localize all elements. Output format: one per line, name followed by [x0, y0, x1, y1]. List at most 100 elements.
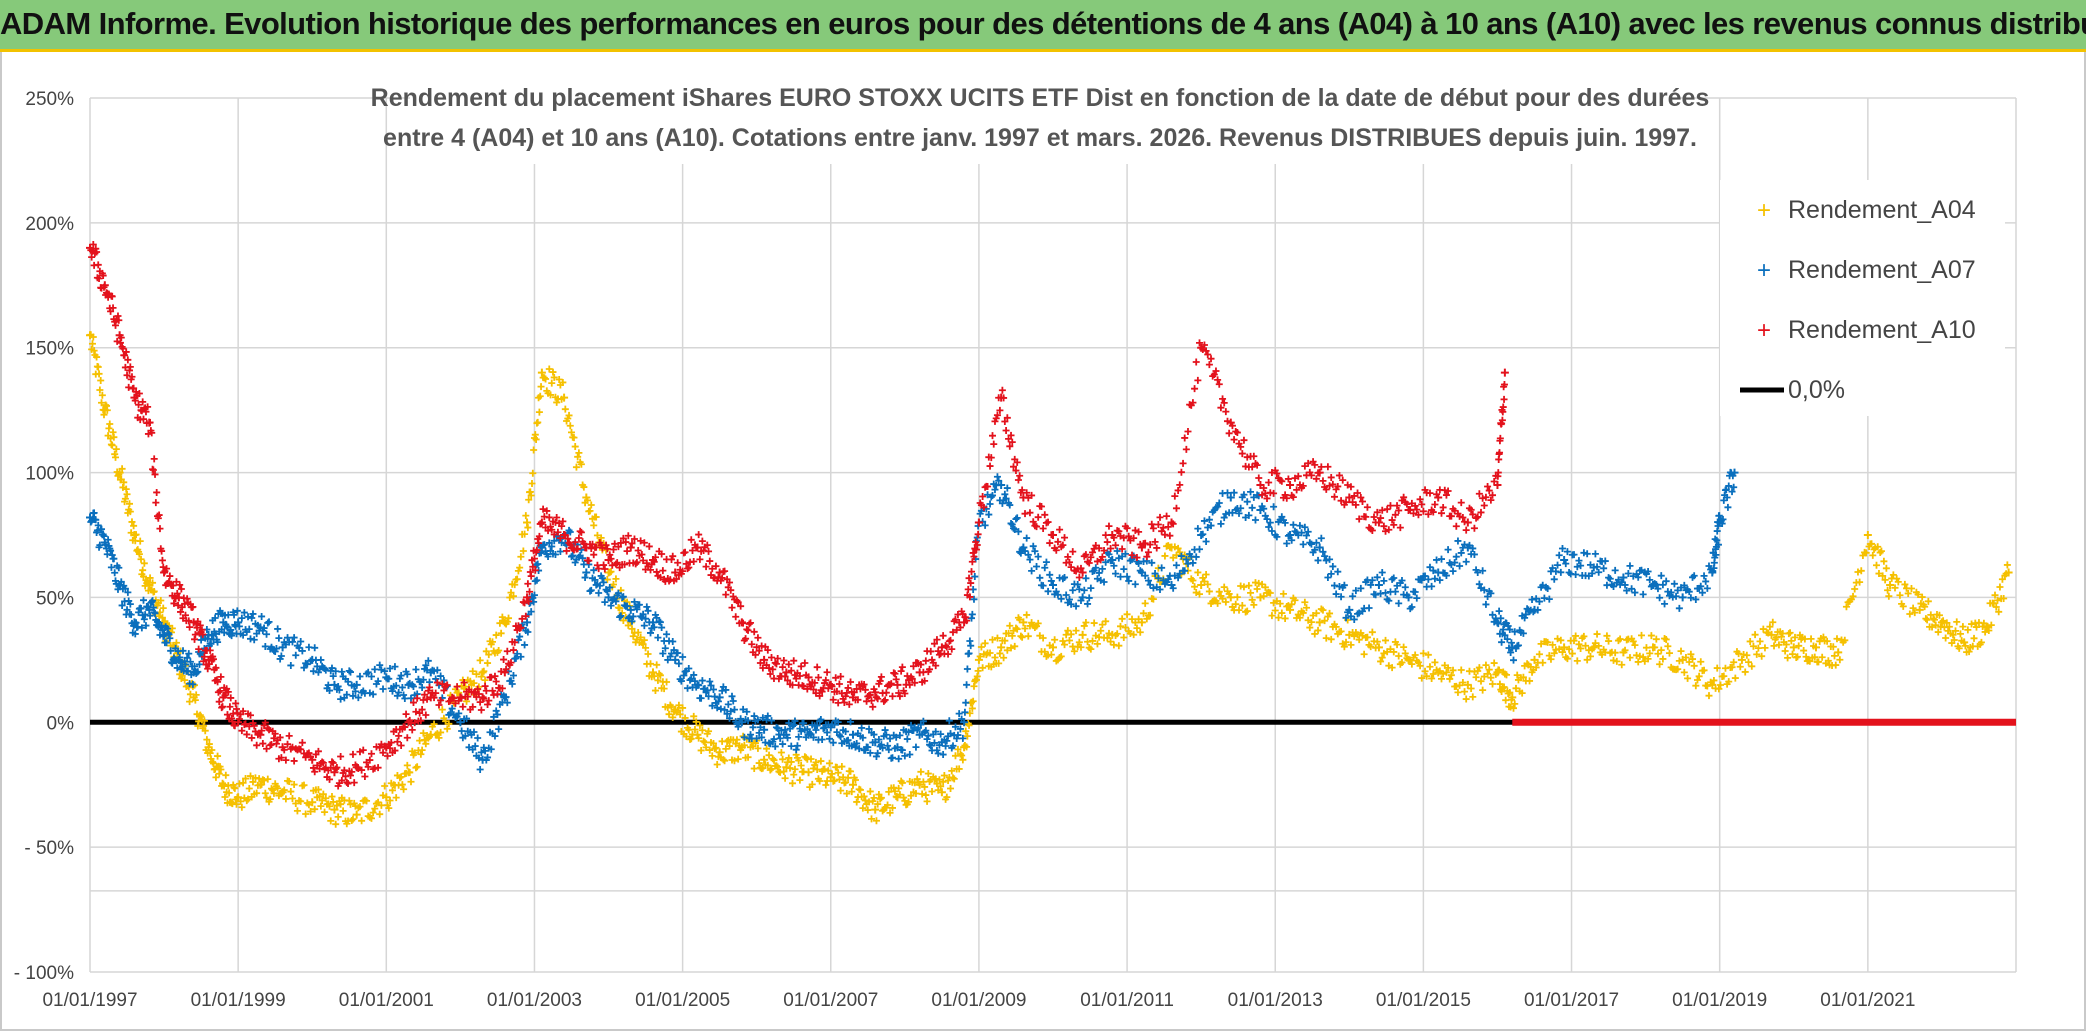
data-marker-a04: [1996, 583, 2004, 591]
data-marker-a04: [255, 775, 263, 783]
data-marker-a04: [130, 522, 138, 530]
data-marker-a04: [388, 786, 396, 794]
data-marker-a04: [287, 788, 295, 796]
x-tick-label: 01/01/2003: [487, 990, 582, 1011]
data-marker-a04: [498, 613, 506, 621]
data-marker-a07: [1437, 555, 1445, 563]
data-point-a04: [871, 805, 880, 814]
data-marker-a07: [1330, 582, 1338, 590]
data-marker-a04: [260, 776, 268, 784]
data-marker-a04: [1547, 655, 1555, 663]
data-marker-a04: [796, 776, 804, 784]
data-marker-a07: [1557, 568, 1565, 576]
data-marker-a04: [1833, 635, 1841, 643]
data-marker-a10: [1452, 522, 1460, 530]
data-marker-a10: [898, 663, 906, 671]
data-marker-a10: [1021, 510, 1029, 518]
data-marker-a04: [640, 636, 648, 644]
data-marker-a07: [1202, 537, 1210, 545]
data-marker-a04: [1214, 599, 1222, 607]
data-marker-a07: [654, 634, 662, 642]
data-marker-a04: [709, 739, 717, 747]
data-marker-a04: [733, 736, 741, 744]
data-marker-a04: [1872, 561, 1880, 569]
data-marker-a07: [1555, 551, 1563, 559]
data-marker-a04: [791, 765, 799, 773]
data-point-a04: [1767, 630, 1776, 639]
data-marker-a04: [376, 810, 384, 818]
data-marker-a10: [754, 634, 762, 642]
data-marker-a10: [1319, 477, 1327, 485]
data-marker-a04: [1276, 600, 1284, 608]
data-marker-a04: [1545, 652, 1553, 660]
data-marker-a04: [719, 756, 727, 764]
data-marker-a10: [408, 726, 416, 734]
data-marker-a04: [1519, 673, 1527, 681]
data-marker-a10: [524, 580, 532, 588]
data-marker-a04: [535, 408, 543, 416]
data-marker-a10: [702, 563, 710, 571]
data-marker-a04: [123, 490, 131, 498]
data-marker-a04: [288, 794, 296, 802]
data-marker-a04: [1146, 611, 1154, 619]
data-marker-a04: [1199, 574, 1207, 582]
data-marker-a07: [663, 630, 671, 638]
data-marker-a04: [1832, 661, 1840, 669]
data-marker-a07: [640, 622, 648, 630]
data-marker-a04: [1011, 642, 1019, 650]
data-marker-a04: [89, 333, 97, 341]
data-marker-a10: [1046, 539, 1054, 547]
data-marker-a04: [157, 596, 165, 604]
data-marker-a04: [1337, 627, 1345, 635]
data-marker-a07: [1251, 516, 1259, 524]
data-marker-a04: [1398, 658, 1406, 666]
data-marker-a07: [1724, 503, 1732, 511]
data-marker-a04: [1593, 630, 1601, 638]
data-marker-a04: [580, 483, 588, 491]
data-marker-a10: [349, 750, 357, 758]
data-point-a07: [848, 730, 857, 739]
data-point-a07: [1678, 593, 1687, 602]
data-marker-a04: [898, 779, 906, 787]
data-marker-a07: [793, 742, 801, 750]
data-marker-a04: [1421, 667, 1429, 675]
data-marker-a04: [1070, 647, 1078, 655]
data-marker-a07: [749, 723, 757, 731]
data-marker-a10: [484, 700, 492, 708]
data-marker-a04: [1664, 642, 1672, 650]
data-marker-a07: [724, 700, 732, 708]
data-marker-a10: [361, 772, 369, 780]
data-marker-a04: [302, 810, 310, 818]
data-marker-a04: [1321, 617, 1329, 625]
data-marker-a04: [96, 386, 104, 394]
data-marker-a04: [235, 780, 243, 788]
data-marker-a04: [959, 756, 967, 764]
data-marker-a10: [780, 656, 788, 664]
data-marker-a04: [1629, 637, 1637, 645]
data-marker-a10: [487, 673, 495, 681]
data-marker-a07: [90, 509, 98, 517]
data-marker-a07: [476, 766, 484, 774]
data-marker-a04: [948, 767, 956, 775]
data-marker-a04: [698, 726, 706, 734]
data-marker-a04: [537, 383, 545, 391]
data-marker-a04: [88, 340, 96, 348]
data-marker-a04: [397, 773, 405, 781]
data-marker-a04: [1736, 663, 1744, 671]
data-marker-a04: [1662, 635, 1670, 643]
data-marker-a07: [1675, 604, 1683, 612]
data-marker-a10: [152, 499, 160, 507]
data-point-a04: [1811, 643, 1820, 652]
data-marker-a10: [585, 557, 593, 565]
data-point-a04: [330, 805, 339, 814]
data-marker-a04: [1279, 590, 1287, 598]
data-point-a04: [1315, 618, 1324, 627]
data-marker-a04: [1041, 648, 1049, 656]
data-marker-a10: [248, 734, 256, 742]
data-marker-a04: [993, 634, 1001, 642]
data-marker-a04: [1024, 632, 1032, 640]
data-marker-a10: [350, 779, 358, 787]
data-point-a07: [1049, 580, 1057, 589]
data-marker-a04: [249, 778, 257, 786]
data-marker-a04: [787, 758, 795, 766]
